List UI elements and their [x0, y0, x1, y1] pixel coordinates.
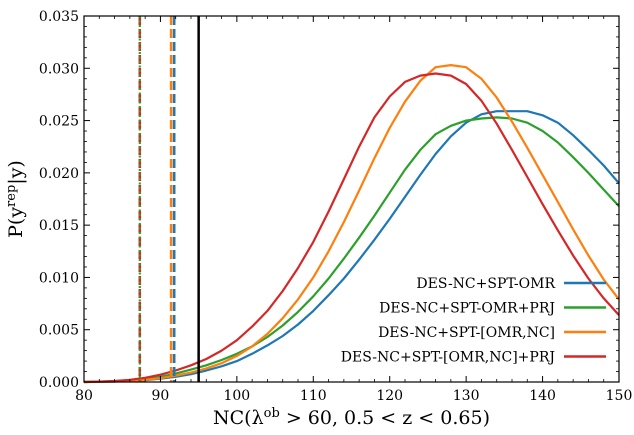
y-tick-label: 0.035	[39, 9, 79, 25]
x-tick-label: 80	[75, 388, 93, 404]
x-tick-label: 100	[223, 388, 250, 404]
reference-lines	[138, 16, 200, 382]
legend-label: DES-NC+SPT-OMR	[416, 276, 555, 292]
legend-label: DES-NC+SPT-OMR+PRJ	[379, 301, 555, 317]
y-axis-label: P(yrep|y)	[4, 160, 27, 238]
x-tick-label: 140	[529, 388, 556, 404]
axis-ticks: 80 90 100 110 120 130 140 150 0.000 0.005 0.010 0.0…	[39, 9, 632, 404]
y-tick-label: 0.015	[39, 218, 79, 234]
x-tick-label: 90	[152, 388, 170, 404]
legend-label: DES-NC+SPT-[OMR,NC]	[378, 325, 555, 341]
series-line-3	[83, 63, 620, 384]
legend-label: DES-NC+SPT-[OMR,NC]+PRJ	[341, 350, 555, 366]
x-tick-label: 110	[300, 388, 327, 404]
y-tick-label: 0.000	[39, 375, 79, 391]
y-tick-label: 0.005	[39, 323, 79, 339]
y-tick-label: 0.010	[39, 270, 79, 286]
x-tick-label: 130	[453, 388, 480, 404]
x-tick-label: 120	[376, 388, 403, 404]
legend: DES-NC+SPT-OMR DES-NC+SPT-OMR+PRJ DES-NC+S…	[341, 276, 606, 366]
y-tick-label: 0.030	[39, 61, 79, 77]
plot-frame	[83, 15, 620, 383]
y-tick-label: 0.020	[39, 166, 79, 182]
y-tick-label: 0.025	[39, 114, 79, 130]
series-line-2	[83, 116, 620, 384]
x-tick-label: 150	[606, 388, 633, 404]
x-axis-label: NC(λob > 60, 0.5 < z < 0.65)	[213, 406, 490, 429]
